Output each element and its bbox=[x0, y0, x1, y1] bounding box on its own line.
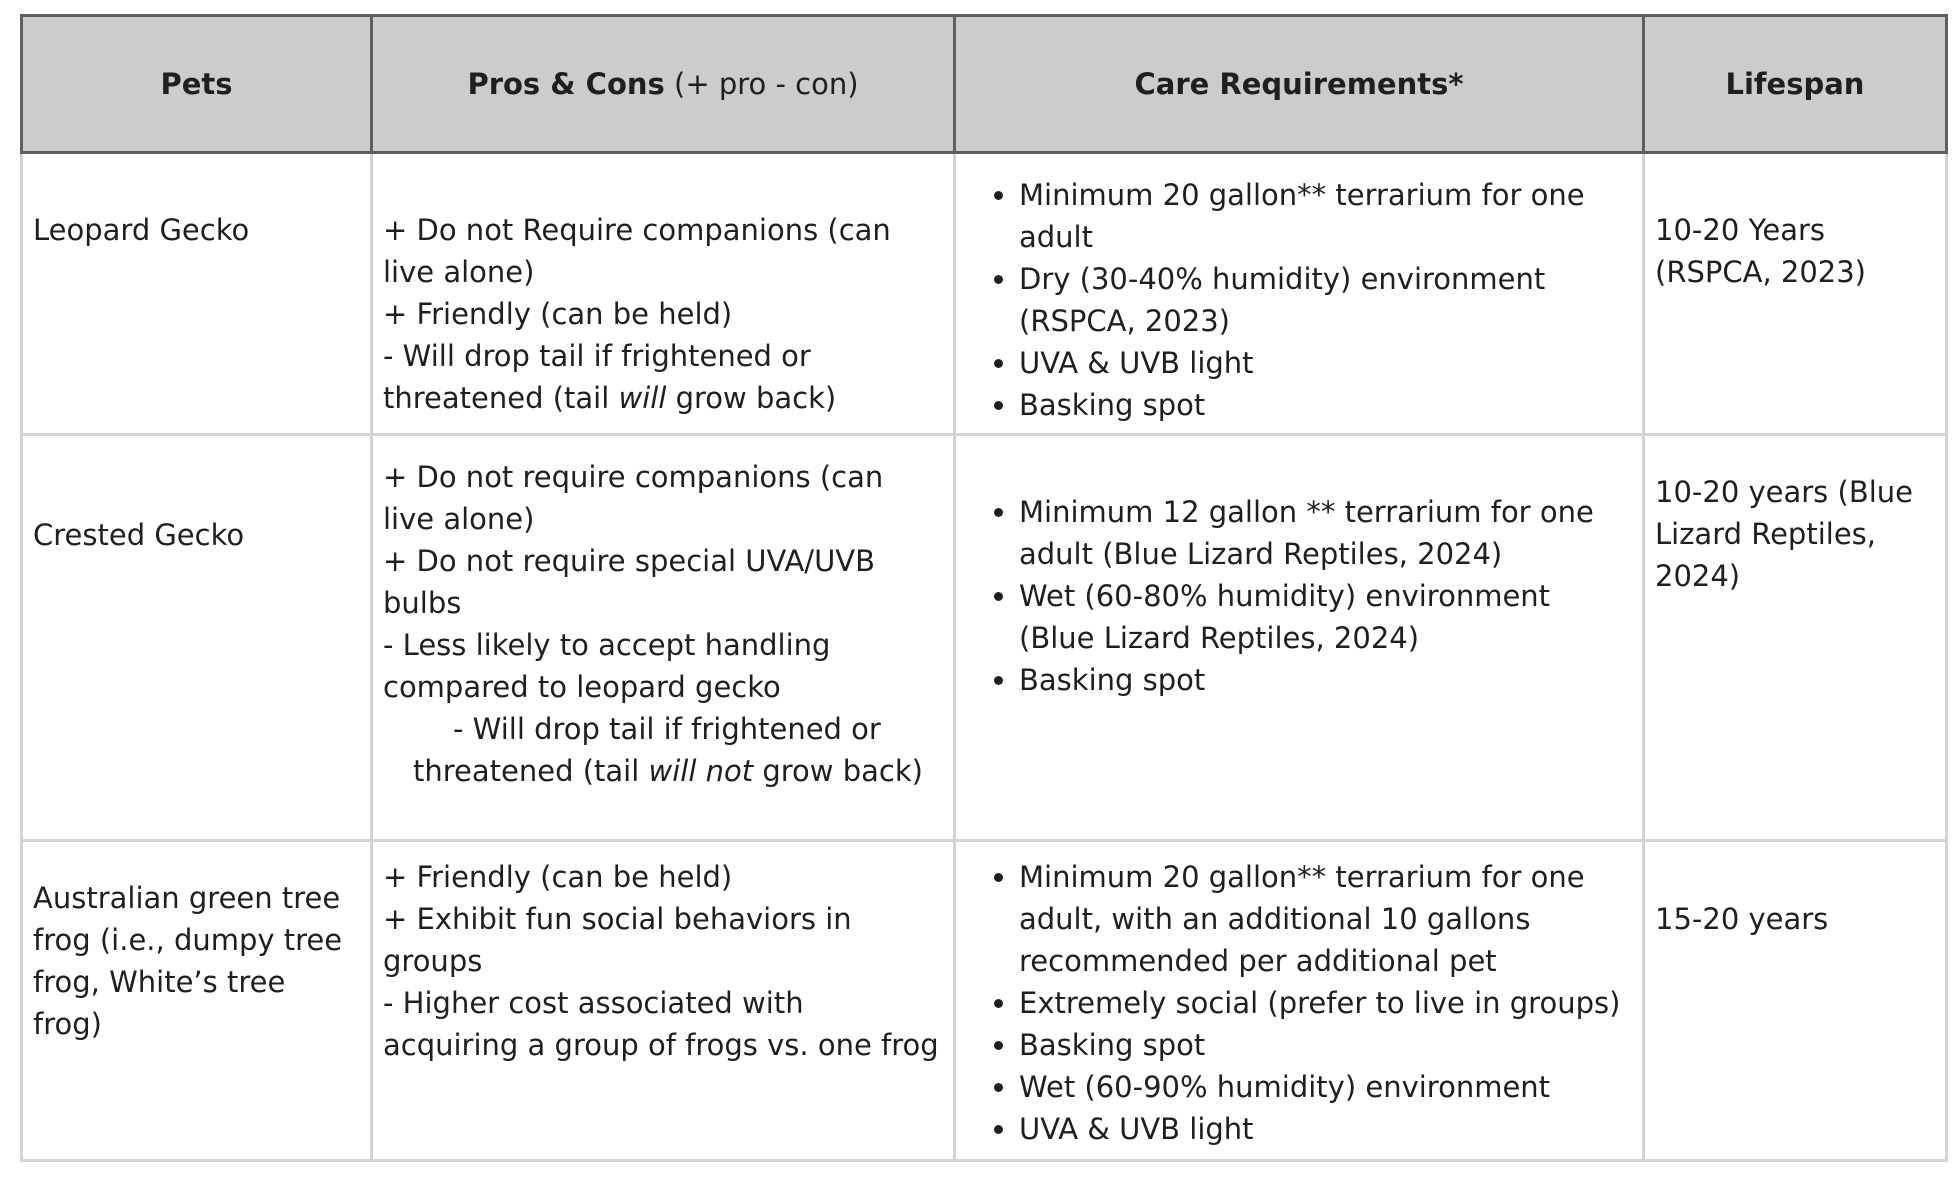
lifespan-value: 10-20 Years (RSPCA, 2023) bbox=[1655, 213, 1867, 289]
pros-cons-text: threatened (tail bbox=[413, 754, 649, 788]
care-item: Wet (60-80% humidity) environment (Blue … bbox=[1019, 575, 1632, 659]
care-item: UVA & UVB light bbox=[1019, 1108, 1632, 1150]
header-pets: Pets bbox=[20, 14, 373, 154]
pros-cons-text: grow back) bbox=[753, 754, 923, 788]
pros-cons-line: - Will drop tail if frightened or bbox=[453, 712, 881, 746]
care-item: Extremely social (prefer to live in grou… bbox=[1019, 982, 1632, 1024]
pets-comparison-table: Pets Pros & Cons (+ pro - con) Care Requ… bbox=[20, 14, 1948, 1162]
pros-cons-line: + Friendly (can be held) bbox=[383, 860, 733, 894]
pet-name-cell: Crested Gecko bbox=[20, 433, 373, 842]
pros-cons-line: + Exhibit fun social behaviors in groups bbox=[383, 902, 852, 978]
lifespan-cell: 10-20 Years (RSPCA, 2023) bbox=[1642, 151, 1948, 436]
pros-cons-line: - Will drop tail if frightened or threat… bbox=[383, 335, 943, 419]
header-care: Care Requirements* bbox=[953, 14, 1645, 154]
care-cell: Minimum 20 gallon** terrarium for one ad… bbox=[953, 151, 1645, 436]
care-list: Minimum 20 gallon** terrarium for one ad… bbox=[966, 842, 1632, 1150]
care-item: Basking spot bbox=[1019, 384, 1632, 426]
pet-name: Crested Gecko bbox=[33, 518, 245, 552]
table-row: Leopard Gecko + Do not Require companion… bbox=[20, 151, 1948, 436]
care-item: Basking spot bbox=[1019, 659, 1632, 701]
lifespan-value: 10-20 years (Blue Lizard Reptiles, 2024) bbox=[1655, 475, 1913, 593]
pros-cons-line: threatened (tail will not grow back) bbox=[383, 750, 943, 792]
pros-cons-line: + Friendly (can be held) bbox=[383, 297, 733, 331]
pros-cons-cell: + Do not require companions (can live al… bbox=[370, 433, 956, 842]
lifespan-cell: 10-20 years (Blue Lizard Reptiles, 2024) bbox=[1642, 433, 1948, 842]
pet-name: Leopard Gecko bbox=[33, 213, 250, 247]
header-pros-cons-note: (+ pro - con) bbox=[664, 67, 859, 101]
header-lifespan: Lifespan bbox=[1642, 14, 1948, 154]
pet-name-cell: Leopard Gecko bbox=[20, 151, 373, 436]
care-item: Minimum 20 gallon** terrarium for one ad… bbox=[1019, 174, 1632, 258]
care-item: Minimum 20 gallon** terrarium for one ad… bbox=[1019, 856, 1632, 982]
pros-cons-text: grow back) bbox=[666, 381, 837, 415]
table-row: Australian green tree frog (i.e., dumpy … bbox=[20, 839, 1948, 1162]
care-list: Minimum 12 gallon ** terrarium for one a… bbox=[966, 436, 1632, 701]
care-item: Basking spot bbox=[1019, 1024, 1632, 1066]
pros-cons-line: - Less likely to accept handling compare… bbox=[383, 628, 831, 704]
header-row: Pets Pros & Cons (+ pro - con) Care Requ… bbox=[20, 14, 1948, 154]
care-item: Dry (30-40% humidity) environment (RSPCA… bbox=[1019, 258, 1632, 342]
care-item: Wet (60-90% humidity) environment bbox=[1019, 1066, 1632, 1108]
pet-name: Australian green tree frog (i.e., dumpy … bbox=[33, 881, 343, 1041]
care-item: Minimum 12 gallon ** terrarium for one a… bbox=[1019, 491, 1632, 575]
pros-cons-text: - Will drop tail if frightened or threat… bbox=[383, 339, 811, 415]
pet-name-cell: Australian green tree frog (i.e., dumpy … bbox=[20, 839, 373, 1162]
care-cell: Minimum 20 gallon** terrarium for one ad… bbox=[953, 839, 1645, 1162]
pros-cons-line: + Do not require companions (can live al… bbox=[383, 460, 884, 536]
pros-cons-line: - Higher cost associated with acquiring … bbox=[383, 986, 939, 1062]
table-row: Crested Gecko + Do not require companion… bbox=[20, 433, 1948, 842]
header-pros-cons: Pros & Cons (+ pro - con) bbox=[370, 14, 956, 154]
lifespan-value: 15-20 years bbox=[1655, 902, 1829, 936]
pros-cons-emphasis: will bbox=[618, 381, 667, 415]
pros-cons-cell: + Do not Require companions (can live al… bbox=[370, 151, 956, 436]
pros-cons-line: + Do not Require companions (can live al… bbox=[383, 213, 891, 289]
pros-cons-cell: + Friendly (can be held) + Exhibit fun s… bbox=[370, 839, 956, 1162]
header-pros-cons-label: Pros & Cons bbox=[467, 67, 665, 101]
pros-cons-emphasis: will not bbox=[648, 754, 754, 788]
care-item: UVA & UVB light bbox=[1019, 342, 1632, 384]
lifespan-cell: 15-20 years bbox=[1642, 839, 1948, 1162]
care-cell: Minimum 12 gallon ** terrarium for one a… bbox=[953, 433, 1645, 842]
pros-cons-line: + Do not require special UVA/UVB bulbs bbox=[383, 544, 876, 620]
care-list: Minimum 20 gallon** terrarium for one ad… bbox=[966, 154, 1632, 426]
